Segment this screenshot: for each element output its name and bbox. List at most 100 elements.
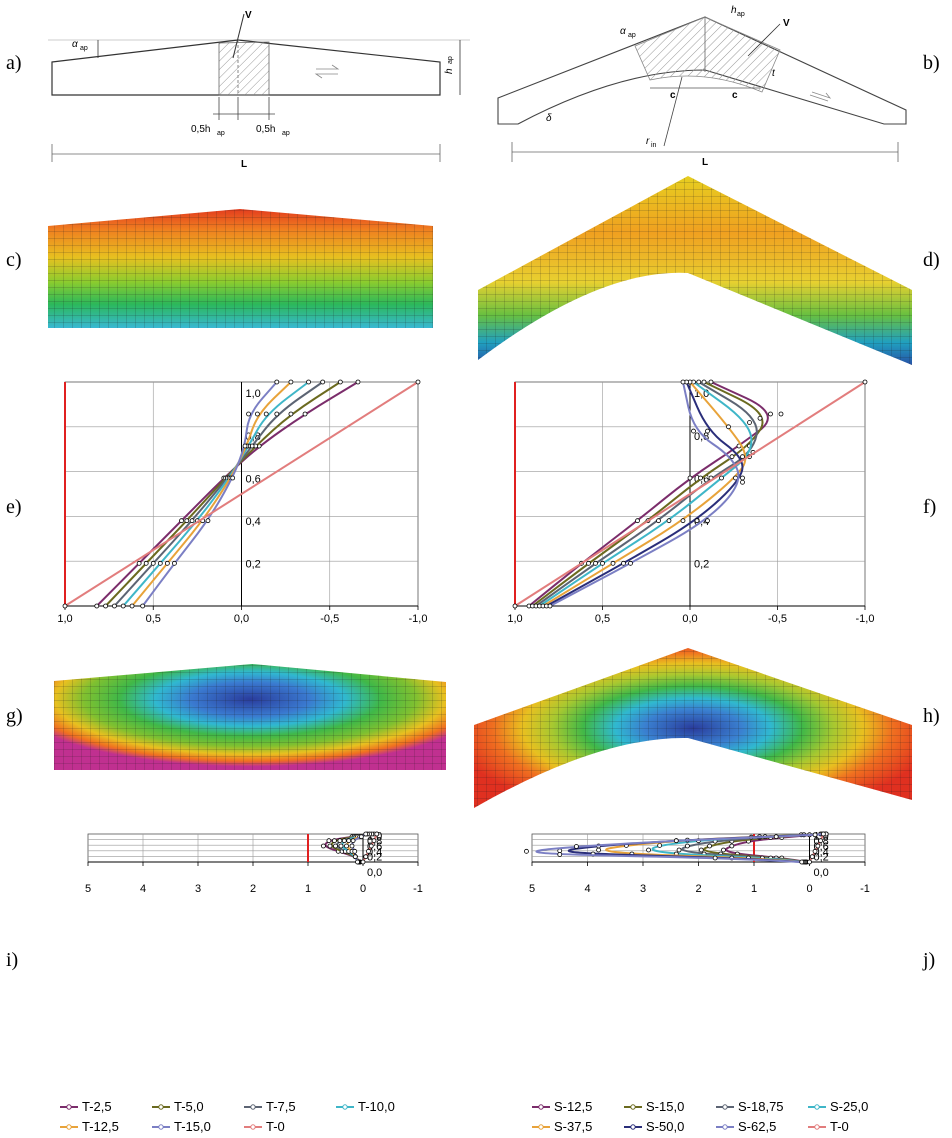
data-point: [705, 428, 710, 434]
diagram-a-alpha-sub: ap: [80, 45, 88, 52]
data-point: [172, 560, 177, 566]
data-point: [812, 832, 818, 838]
data-point: [705, 518, 710, 524]
data-point: [360, 859, 366, 865]
contour-plot-d: [478, 176, 912, 365]
legend-marker: [814, 1124, 820, 1130]
data-point: [184, 518, 190, 524]
data-point: [341, 838, 347, 844]
legend-label: S-62,5: [738, 1119, 776, 1134]
data-point: [586, 560, 591, 566]
legend-marker: [722, 1124, 728, 1130]
series-line: [535, 381, 758, 607]
legend-label: T-10,0: [358, 1099, 395, 1114]
diagram-a-h-sub: ap: [447, 56, 454, 64]
data-point: [205, 518, 211, 524]
label-c: c): [6, 249, 22, 271]
data-point: [368, 843, 374, 849]
data-point: [136, 560, 142, 566]
label-e: e): [6, 496, 22, 518]
y-tick-label: 0,0: [367, 867, 382, 879]
data-point: [799, 859, 805, 865]
x-tick-label: 0: [360, 883, 366, 895]
data-point: [352, 848, 358, 854]
legend-label: S-50,0: [646, 1119, 684, 1134]
data-point: [666, 518, 672, 524]
data-point: [62, 603, 68, 609]
y-tick-label: 0,4: [367, 846, 382, 858]
data-point: [691, 428, 696, 434]
diagram-b: α ap h ap V c c t r in δ L: [497, 5, 907, 168]
data-point: [729, 843, 735, 849]
data-point: [352, 854, 358, 860]
data-point: [331, 838, 337, 844]
data-point: [685, 843, 690, 849]
data-point: [747, 420, 752, 425]
contour-plot-h: [474, 648, 912, 808]
x-tick-label: 3: [195, 883, 201, 895]
legend-label: T-0: [266, 1119, 285, 1134]
contour-plot-g: [54, 664, 446, 770]
x-tick-label: -0,5: [768, 613, 787, 625]
legend-marker: [158, 1124, 164, 1130]
data-point: [143, 560, 149, 566]
chart-f: 0,20,40,60,81,01,00,50,0-0,5-1,0: [507, 379, 874, 625]
label-f: f): [923, 496, 936, 518]
legend-label: T-15,0: [174, 1119, 211, 1134]
series-line: [538, 381, 753, 607]
data-point: [94, 603, 100, 609]
diagram-b-h-sub: ap: [737, 11, 745, 18]
data-point: [726, 424, 731, 430]
legend-right: S-12,5 S-15,0 S-18,75 S-25,0 S-37,5 S-50,0 S-6…: [532, 1099, 868, 1134]
data-point: [721, 847, 726, 853]
legend-label: T-0: [830, 1119, 849, 1134]
series-line: [546, 381, 744, 607]
data-point: [694, 518, 700, 524]
series-line: [542, 381, 747, 607]
x-tick-label: 4: [140, 883, 146, 895]
data-point: [337, 379, 343, 385]
legend-label: T-7,5: [266, 1099, 296, 1114]
diagram-a-half-h-right-sub: ap: [282, 130, 290, 137]
x-tick-label: 5: [529, 883, 535, 895]
data-point: [818, 838, 823, 844]
data-point: [621, 560, 626, 566]
legend-marker: [66, 1124, 72, 1130]
series-line: [113, 381, 324, 607]
series-line: [514, 381, 866, 607]
series-line: [131, 381, 292, 607]
x-tick-label: 1: [751, 883, 757, 895]
label-b: b): [923, 52, 940, 74]
legend-marker: [158, 1104, 164, 1110]
data-point: [346, 838, 352, 844]
legend-label: S-25,0: [830, 1099, 868, 1114]
data-point: [698, 475, 703, 481]
data-point: [327, 843, 333, 849]
data-point: [288, 411, 294, 417]
data-point: [757, 415, 763, 421]
x-tick-label: -1: [860, 883, 870, 895]
data-point: [557, 852, 563, 857]
data-point: [596, 847, 601, 853]
legend-marker: [66, 1104, 72, 1110]
x-tick-label: 1,0: [507, 613, 522, 625]
series-line: [122, 381, 310, 607]
series-line: [141, 381, 278, 607]
data-point: [179, 518, 184, 524]
diagram-b-alpha-sub: ap: [628, 32, 636, 39]
data-point: [628, 560, 633, 566]
legend-label: T-5,0: [174, 1099, 204, 1114]
y-tick-label: 0,4: [814, 846, 829, 858]
label-h: h): [923, 705, 940, 727]
data-point: [358, 834, 364, 840]
diagram-b-delta: δ: [546, 113, 552, 124]
data-point: [254, 411, 260, 417]
label-j: j): [922, 949, 935, 971]
data-point: [862, 379, 868, 385]
x-tick-label: 3: [640, 883, 646, 895]
data-point: [524, 848, 529, 854]
legend-label: S-12,5: [554, 1099, 592, 1114]
diagram-b-span: L: [702, 157, 708, 168]
